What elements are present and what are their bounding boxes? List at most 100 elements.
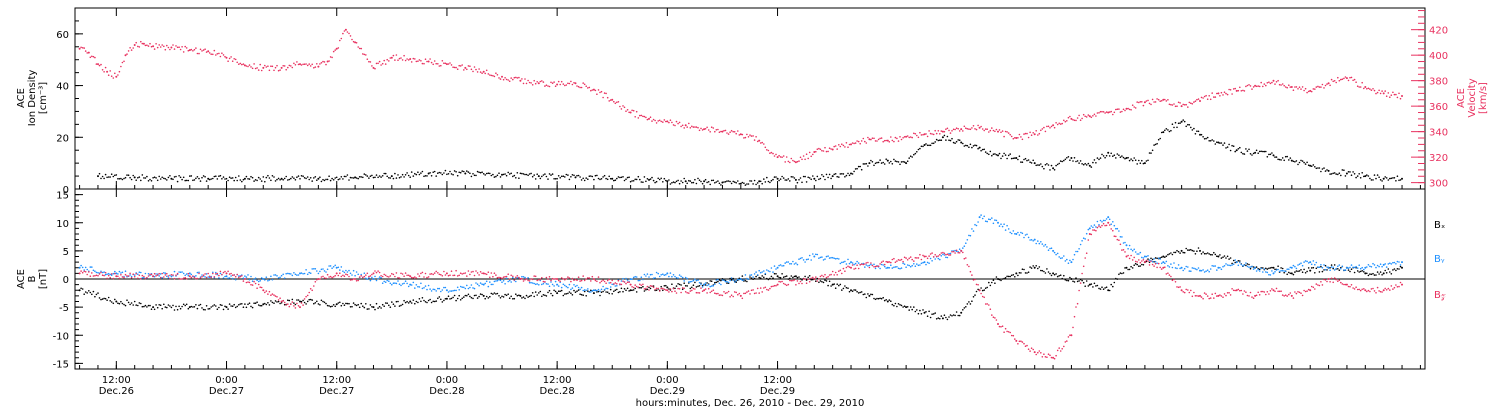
bx-sample (697, 285, 699, 288)
bz-sample (346, 274, 349, 276)
velocity-sample (867, 136, 869, 139)
velocity-sample (1271, 81, 1273, 84)
by-sample (158, 275, 160, 277)
velocity-sample (1194, 100, 1197, 102)
bz-sample (331, 276, 333, 279)
velocity-sample (743, 137, 745, 139)
density-sample (619, 176, 621, 179)
by-sample (954, 249, 956, 252)
by-point (1254, 266, 1257, 269)
by-sample (1168, 266, 1171, 268)
by-sample (473, 287, 476, 290)
bz-sample (1124, 251, 1126, 253)
density-sample (404, 174, 407, 176)
density-sample (342, 178, 344, 180)
by-sample (1376, 264, 1379, 267)
velocity-sample (423, 62, 425, 65)
bz-sample (1128, 257, 1131, 260)
by-sample (1000, 223, 1002, 225)
density-sample (147, 180, 150, 182)
velocity-sample (873, 137, 875, 140)
by-sample (538, 284, 540, 286)
density-sample (704, 178, 707, 181)
bz-sample (1350, 284, 1353, 286)
velocity-sample (366, 58, 369, 60)
bx-sample (1387, 268, 1390, 270)
by-sample (879, 267, 881, 270)
bz-sample (723, 291, 725, 293)
bz-sample (423, 276, 425, 278)
bx-sample (521, 297, 523, 299)
bz-sample (709, 291, 711, 294)
bz-sample (137, 277, 139, 280)
by-sample (900, 267, 903, 269)
bz-sample (830, 273, 832, 276)
bz-sample (296, 302, 298, 305)
density-label-line3: [cm⁻³] (38, 82, 49, 114)
by-sample (1231, 264, 1233, 266)
bz-sample (464, 272, 467, 274)
density-sample (937, 139, 940, 142)
density-sample (372, 176, 375, 179)
density-point (464, 172, 467, 175)
bx-sample (675, 285, 678, 287)
x-tick-date-label: Dec.27 (319, 386, 354, 397)
bz-sample (1249, 291, 1252, 294)
bz-sample (608, 278, 610, 281)
by-point (1272, 272, 1275, 275)
by-point (850, 261, 852, 264)
bz-sample (1160, 268, 1163, 270)
velocity-sample (720, 130, 722, 133)
density-sample (1130, 158, 1132, 160)
velocity-sample (386, 58, 389, 61)
density-sample (1343, 169, 1345, 171)
bx-sample (169, 305, 171, 307)
density-sample (1350, 174, 1353, 176)
bx-sample (883, 299, 886, 302)
velocity-sample (1265, 84, 1267, 87)
bx-sample (793, 275, 796, 278)
bx-sample (678, 283, 681, 286)
velocity-sample (276, 64, 278, 67)
bx-sample (175, 305, 177, 308)
bx-sample (247, 303, 249, 306)
bz-sample (153, 272, 156, 275)
bx-sample (1044, 272, 1047, 274)
bx-sample (184, 304, 186, 307)
bz-sample (104, 271, 107, 274)
bz-point (354, 278, 357, 280)
by-point (978, 216, 981, 219)
bz-sample (793, 279, 796, 281)
bx-sample (645, 289, 647, 291)
by-sample (251, 280, 254, 283)
bz-sample (450, 270, 453, 273)
bz-sample (639, 283, 641, 286)
bz-sample (512, 275, 514, 278)
bx-sample (1174, 251, 1177, 254)
velocity-sample (998, 129, 1001, 131)
bz-sample (479, 271, 482, 273)
by-point (1033, 238, 1036, 241)
bz-sample (1359, 289, 1362, 292)
by-sample (564, 284, 566, 287)
velocity-sample (1156, 98, 1158, 100)
velocity-sample (750, 135, 753, 137)
density-sample (181, 178, 183, 181)
bz-sample (1242, 293, 1244, 295)
bz-sample (228, 273, 231, 275)
bz-sample (290, 303, 292, 306)
bx-sample (665, 284, 667, 287)
bx-sample (1032, 265, 1034, 267)
velocity-sample (1312, 88, 1315, 90)
bz-sample (1352, 287, 1354, 289)
velocity-point (317, 65, 320, 68)
bz-sample (1301, 294, 1304, 297)
velocity-sample (1220, 91, 1223, 94)
velocity-sample (319, 63, 321, 65)
bz-sample (89, 275, 92, 278)
bz-sample (212, 272, 214, 275)
density-sample (1333, 172, 1336, 174)
bz-sample (756, 287, 759, 290)
bz-sample (790, 279, 793, 282)
by-sample (279, 276, 281, 279)
